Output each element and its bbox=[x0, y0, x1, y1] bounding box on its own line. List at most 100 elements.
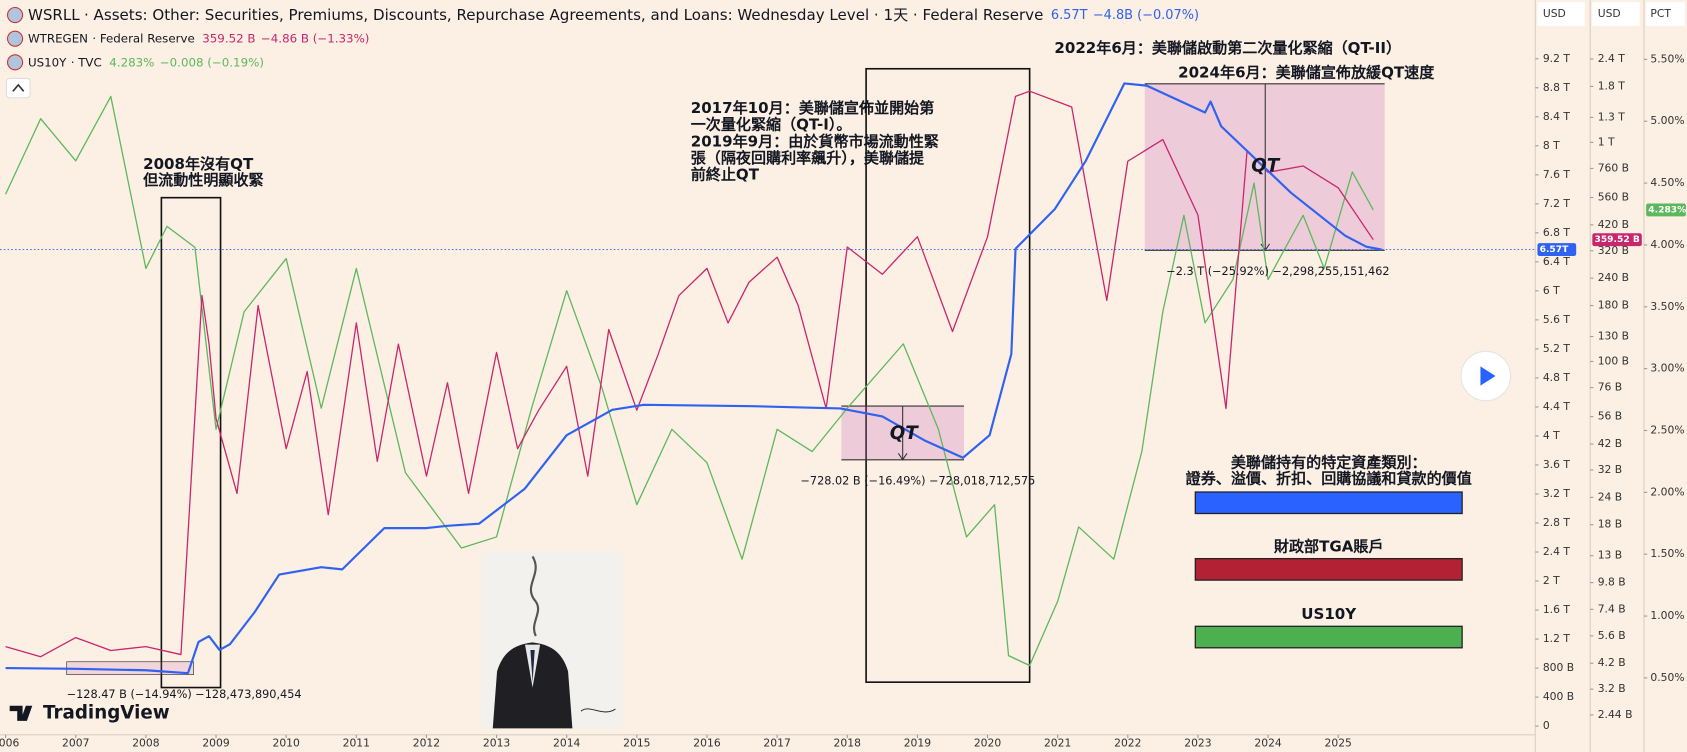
y-tick-label: 2.4 T bbox=[1598, 52, 1626, 65]
legend-row: US10Y · TVC 4.283% −0.008 (−0.19%) bbox=[28, 55, 264, 69]
tie bbox=[530, 649, 535, 683]
series-last: 359.52 B bbox=[202, 31, 255, 45]
series-line bbox=[5, 95, 1374, 667]
y-tick-label: 3.50% bbox=[1650, 300, 1684, 313]
annotation: 2022年6月：美聯儲啟動第二次量化緊縮（QT-II） bbox=[1054, 39, 1401, 57]
series-line bbox=[5, 82, 1382, 675]
y-tick-label: 6 T bbox=[1543, 284, 1560, 297]
x-tick-label: 2010 bbox=[272, 736, 300, 749]
x-tick-label: 2025 bbox=[1325, 736, 1352, 749]
y-tick-label: 13 B bbox=[1598, 549, 1623, 562]
series-name: WSRLL bbox=[28, 6, 80, 24]
axis-header[interactable] bbox=[1592, 2, 1640, 26]
y-tick-label: 420 B bbox=[1598, 218, 1629, 231]
y-tick-label: 0 bbox=[1543, 719, 1550, 732]
y-tick-label: 6.4 T bbox=[1543, 255, 1571, 268]
y-tick-label: 560 B bbox=[1598, 191, 1629, 204]
y-tick-label: 180 B bbox=[1598, 299, 1629, 312]
y-tick-label: 2.8 T bbox=[1543, 516, 1571, 529]
collapse-button[interactable] bbox=[5, 77, 31, 99]
y-tick-label: 400 B bbox=[1543, 690, 1574, 703]
symbol-icon bbox=[6, 54, 24, 71]
x-tick-label: 2021 bbox=[1044, 736, 1071, 749]
measure-arrow bbox=[1260, 243, 1271, 252]
y-tick-label: 2.4 T bbox=[1543, 545, 1571, 558]
y-tick-label: 5.6 T bbox=[1543, 313, 1571, 326]
y-tick-label: 9.8 B bbox=[1598, 576, 1626, 589]
y-tick-label: 8.4 T bbox=[1543, 110, 1571, 123]
y-tick-label: 7.4 B bbox=[1598, 602, 1626, 615]
y-tick-label: 32 B bbox=[1598, 463, 1623, 476]
y-tick-label: 18 B bbox=[1598, 518, 1623, 531]
price-tag bbox=[1646, 203, 1686, 217]
x-tick-label: 2009 bbox=[202, 736, 230, 749]
y-tick-label: 7.2 T bbox=[1543, 197, 1571, 210]
x-tick-label: 2008 bbox=[132, 736, 160, 749]
annotation: 張（隔夜回購利率飆升），美聯儲提 bbox=[691, 149, 925, 167]
legend-title: US10Y bbox=[1301, 605, 1357, 623]
x-tick-label: 2019 bbox=[904, 736, 932, 749]
series-change: −4.86 B (−1.33%) bbox=[261, 31, 370, 45]
collapse-icon bbox=[12, 83, 25, 92]
y-tick-label: 3.6 T bbox=[1543, 458, 1571, 471]
price-tag-label: 6.57T bbox=[1540, 245, 1570, 255]
y-tick-label: 1.8 T bbox=[1598, 79, 1626, 92]
measure-label: −128.47 B (−14.94%) −128,473,890,454 bbox=[67, 688, 302, 701]
y-tick-label: 4.8 T bbox=[1543, 371, 1571, 384]
y-tick-label: 3.2 B bbox=[1598, 682, 1626, 695]
photo bbox=[480, 551, 623, 729]
y-tick-label: 4.4 T bbox=[1543, 400, 1571, 413]
series-description: · TVC bbox=[71, 55, 102, 69]
symbol-icon bbox=[6, 30, 24, 47]
y-tick-label: 1.2 T bbox=[1543, 632, 1571, 645]
x-tick-label: 2014 bbox=[553, 736, 581, 749]
measure-label: −2.3 T (−25.92%) −2,298,255,151,462 bbox=[1166, 265, 1389, 278]
annotation: 2024年6月：美聯儲宣佈放緩QT速度 bbox=[1178, 64, 1435, 82]
y-tick-label: 100 B bbox=[1598, 354, 1629, 367]
y-tick-label: 5.6 B bbox=[1598, 629, 1626, 642]
signature bbox=[580, 708, 616, 713]
legend-swatch bbox=[1194, 625, 1463, 649]
smoke bbox=[529, 555, 540, 637]
y-tick-label: 0.50% bbox=[1650, 671, 1684, 684]
price-tag bbox=[1592, 233, 1642, 247]
price-tag bbox=[1537, 243, 1577, 256]
y-tick-label: 8 T bbox=[1543, 139, 1560, 152]
qt-label: QT bbox=[1251, 156, 1281, 177]
y-tick-label: 6.8 T bbox=[1543, 226, 1571, 239]
measure-label: −728.02 B (−16.49%) −728,018,712,575 bbox=[800, 474, 1035, 487]
x-tick-label: 2023 bbox=[1184, 736, 1211, 749]
legend-row: WTREGEN · Federal Reserve 359.52 B −4.86 B … bbox=[28, 31, 369, 45]
legend-title: 證券、溢價、折扣、回購協議和貸款的價值 bbox=[1186, 470, 1472, 488]
x-tick-label: 2012 bbox=[413, 736, 440, 749]
x-tick-label: 2018 bbox=[834, 736, 862, 749]
y-tick-label: 1.50% bbox=[1650, 547, 1684, 560]
y-tick-label: 1.6 T bbox=[1543, 603, 1571, 616]
y-tick-label: 8.8 T bbox=[1543, 81, 1571, 94]
series-description: · Assets: Other: Securities, Premiums, D… bbox=[84, 6, 1043, 24]
legend-title: 財政部TGA賬戶 bbox=[1273, 537, 1384, 555]
annotation: 但流動性明顯收緊 bbox=[143, 171, 263, 189]
y-tick-label: 5.2 T bbox=[1543, 342, 1571, 355]
axis-header[interactable] bbox=[1537, 2, 1585, 26]
qt-label: QT bbox=[890, 423, 920, 444]
annotation: 2019年9月：由於貨幣市場流動性緊 bbox=[691, 132, 939, 150]
series-change: −4.8B (−0.07%) bbox=[1093, 8, 1199, 23]
x-tick-label: 2016 bbox=[693, 736, 721, 749]
series-last: 4.283% bbox=[109, 55, 154, 69]
y-tick-label: 2.50% bbox=[1650, 424, 1684, 437]
axis-unit: USD bbox=[1543, 7, 1566, 20]
y-tick-label: 5.00% bbox=[1650, 114, 1684, 127]
legend-row: WSRLL · Assets: Other: Securities, Premiu… bbox=[28, 6, 1199, 24]
y-tick-label: 42 B bbox=[1598, 437, 1623, 450]
y-tick-label: 1 T bbox=[1598, 135, 1615, 148]
price-tag-label: 4.283% bbox=[1648, 205, 1686, 215]
y-tick-label: 4 T bbox=[1543, 429, 1560, 442]
logo-text: TradingView bbox=[43, 702, 170, 723]
axis-header[interactable] bbox=[1646, 2, 1685, 26]
y-tick-label: 56 B bbox=[1598, 410, 1623, 423]
annotation: 前終止QT bbox=[691, 166, 760, 184]
y-tick-label: 240 B bbox=[1598, 271, 1629, 284]
y-tick-label: 320 B bbox=[1598, 244, 1629, 257]
